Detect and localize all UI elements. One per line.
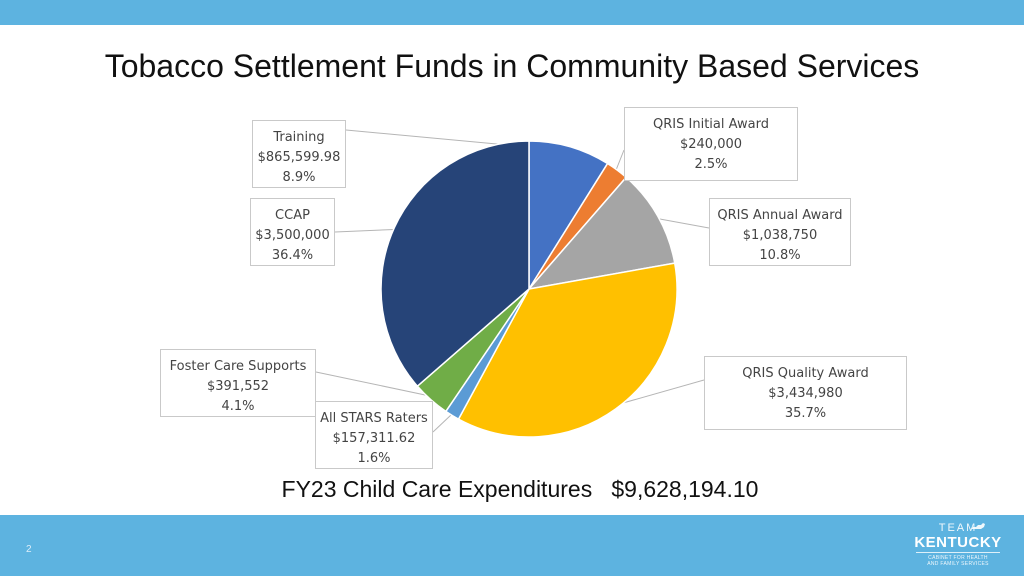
callout-ccap-label: CCAP — [275, 208, 310, 223]
callout-all-stars-raters-amount: $157,311.62 — [332, 431, 416, 446]
slide-number: 2 — [26, 544, 32, 555]
callout-foster-care-supports-amount: $391,552 — [206, 379, 270, 394]
callout-qris-initial-award-percent: 2.5% — [694, 157, 728, 172]
logo-cabinet-line-1: CABINET FOR HEALTH — [928, 555, 988, 561]
callout-training: Training $865,599.98 8.9% — [252, 120, 346, 188]
callout-all-stars-raters-label: All STARS Raters — [320, 411, 428, 426]
pie-slice-ccap — [380, 140, 530, 388]
callout-qris-annual-award-label: QRIS Annual Award — [717, 208, 843, 223]
callout-training-label: Training — [273, 130, 325, 145]
callout-qris-annual-award: QRIS Annual Award $1,038,750 10.8% — [709, 198, 851, 266]
pie-slice-training — [528, 140, 609, 292]
callout-training-amount: $865,599.98 — [257, 150, 341, 165]
callout-all-stars-raters-percent: 1.6% — [357, 451, 391, 466]
team-kentucky-logo: TEAM KENTUCKY CABINET FOR HEALTH AND FAM… — [905, 521, 1011, 571]
pie-slice-qris-quality-award — [457, 262, 678, 438]
callout-ccap: CCAP $3,500,000 36.4% — [250, 198, 335, 266]
callout-foster-care-supports-label: Foster Care Supports — [169, 359, 307, 374]
callout-qris-initial-award-amount: $240,000 — [679, 137, 743, 152]
leader-line-qris-quality-award — [613, 379, 705, 407]
callout-foster-care-supports: Foster Care Supports $391,552 4.1% — [160, 349, 316, 417]
callout-qris-annual-award-percent: 10.8% — [759, 248, 801, 263]
callout-qris-quality-award-label: QRIS Quality Award — [742, 366, 869, 381]
leader-line-qris-annual-award — [654, 217, 710, 229]
expenditures-caption: FY23 Child Care Expenditures $9,628,194.… — [281, 476, 759, 502]
leader-line-foster-care-supports — [315, 371, 434, 398]
callout-all-stars-raters: All STARS Raters $157,311.62 1.6% — [315, 401, 433, 469]
bottom-band — [0, 515, 1024, 576]
callout-qris-quality-award: QRIS Quality Award $3,434,980 35.7% — [704, 356, 907, 430]
pie-slices — [380, 140, 678, 438]
logo-state-text: KENTUCKY — [914, 534, 1002, 551]
callout-qris-initial-award-label: QRIS Initial Award — [653, 117, 769, 132]
slide-title: Tobacco Settlement Funds in Community Ba… — [104, 48, 920, 84]
top-band — [0, 0, 1024, 25]
callout-training-percent: 8.9% — [282, 170, 316, 185]
leader-line-ccap — [334, 228, 398, 233]
callout-qris-quality-award-percent: 35.7% — [784, 406, 827, 421]
logo-cabinet-line-2: AND FAMILY SERVICES — [927, 561, 989, 567]
callout-qris-initial-award: QRIS Initial Award $240,000 2.5% — [624, 107, 798, 181]
callout-ccap-percent: 36.4% — [271, 248, 314, 263]
callout-foster-care-supports-percent: 4.1% — [221, 399, 255, 414]
logo-team-text: TEAM — [938, 522, 978, 534]
callout-qris-annual-award-amount: $1,038,750 — [742, 228, 818, 243]
kentucky-state-icon — [971, 523, 985, 529]
logo-divider — [916, 552, 1000, 553]
callout-qris-quality-award-amount: $3,434,980 — [768, 386, 843, 401]
callout-ccap-amount: $3,500,000 — [255, 228, 330, 243]
